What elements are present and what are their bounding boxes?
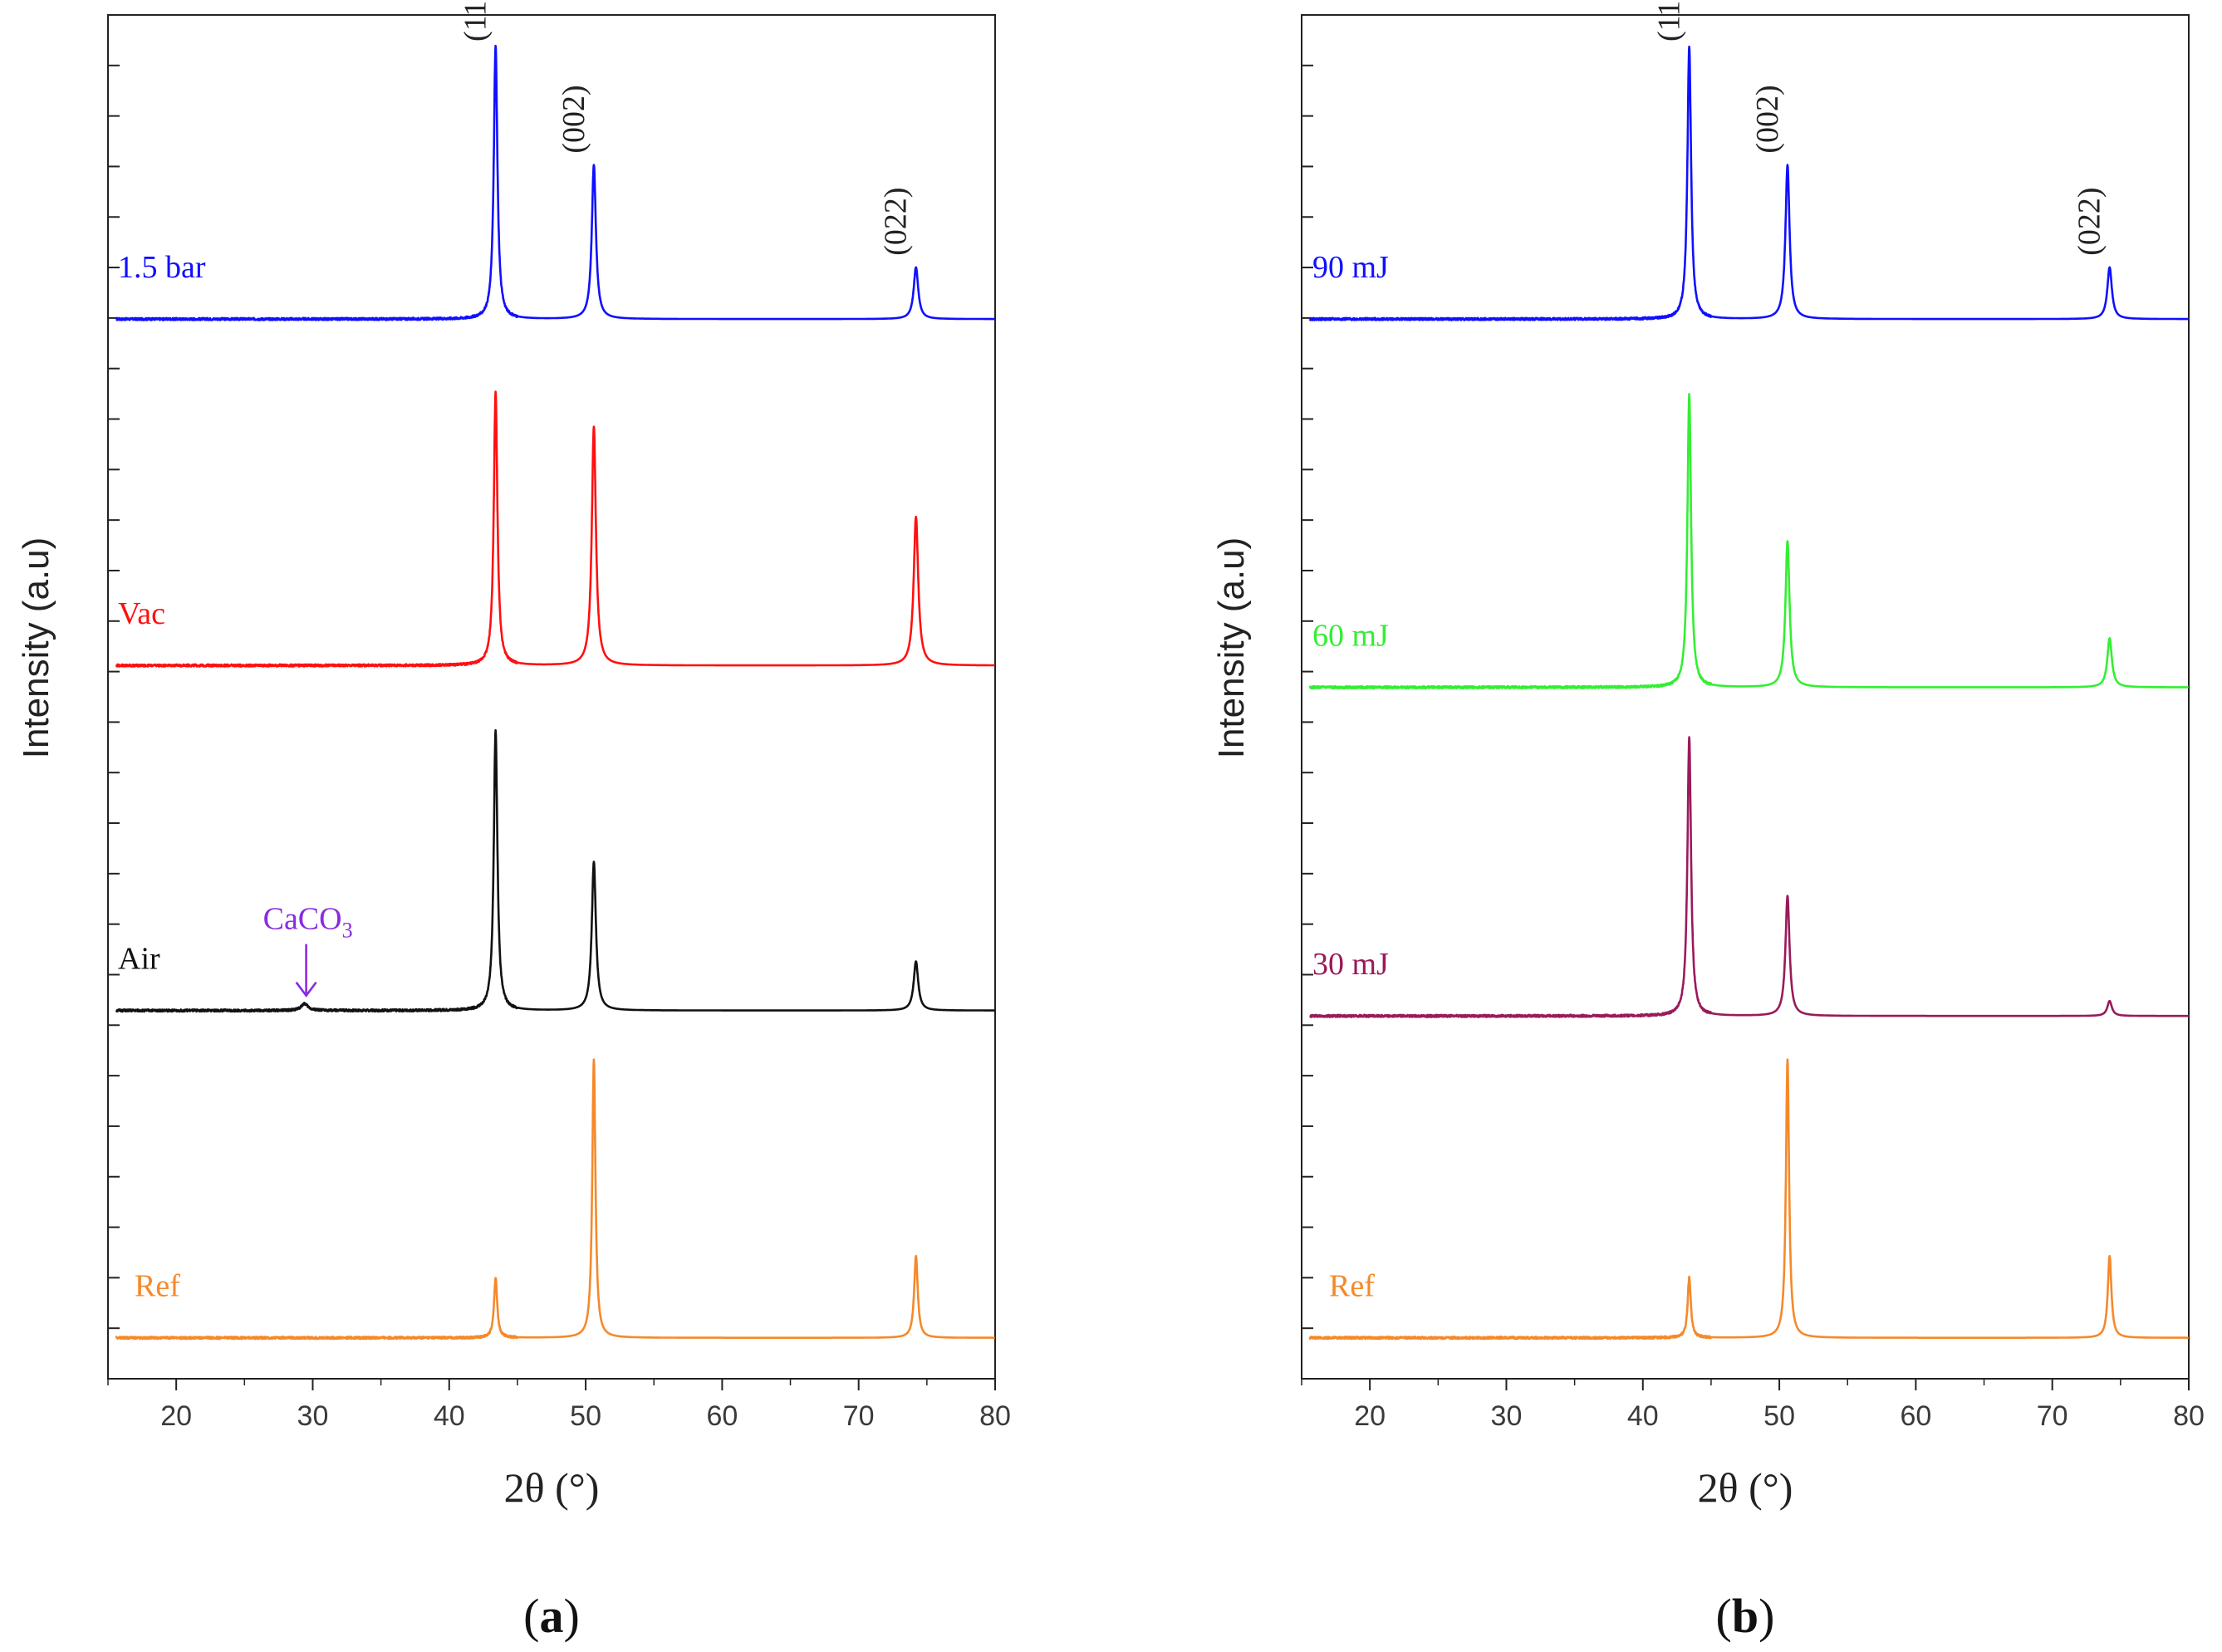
plot-frame [1301,14,2190,1380]
series-30-mj: 30 mJ [1308,736,2190,1018]
series-label: Ref [1329,1269,1375,1304]
x-tick-label: 70 [843,1400,875,1432]
peak-label: (111) [1652,0,1687,42]
series-ref: Ref [1308,1058,2190,1341]
x-tick-label: 40 [434,1400,465,1432]
x-tick-label: 60 [1900,1400,1931,1432]
series-ref: Ref [115,1058,996,1341]
x-tick-label: 40 [1627,1400,1659,1432]
peak-labels: (111) (002) (022) [459,0,914,256]
series-label: Ref [135,1269,180,1304]
series-vac: Vac [115,390,996,668]
x-tick-label: 30 [297,1400,329,1432]
series-label: 60 mJ [1312,619,1389,654]
series-label: Vac [118,596,165,631]
series-label: 1.5 bar [118,250,206,285]
x-tick-label: 30 [1491,1400,1523,1432]
x-tick-label: 20 [160,1400,192,1432]
x-tick-label: 80 [2173,1400,2205,1432]
series-line [115,44,996,321]
x-axis: 20 30 40 50 60 70 80 [107,1379,1011,1432]
series-label: 30 mJ [1312,947,1389,982]
caco3-annotation: CaCO3 [263,902,353,998]
arrow-head [295,981,317,998]
y-ticks [1302,64,1313,1330]
series-line [1308,392,2190,690]
series-line [115,728,996,1013]
y-ticks [108,64,120,1330]
peak-label: (111) [459,0,493,42]
x-tick-label: 50 [1763,1400,1795,1432]
y-axis-title: Intensity (a.u) [1211,537,1252,759]
series-90-mj: 90 mJ [1308,45,2190,321]
x-axis-title: 2θ (°) [1698,1464,1793,1511]
x-tick-label: 70 [2037,1400,2068,1432]
series-label: Air [118,942,160,977]
panel-label: (b) [1716,1589,1775,1643]
x-tick-label: 60 [706,1400,738,1432]
x-axis-title: 2θ (°) [504,1464,600,1511]
series-line [115,390,996,668]
annotation-label: CaCO3 [263,902,353,943]
series-line [1308,736,2190,1018]
peak-label: (022) [2072,187,2107,255]
peak-labels: (111) (002) (022) [1652,0,2107,256]
series-line [1308,1058,2190,1341]
y-axis-title: Intensity (a.u) [16,537,56,759]
series-line [115,1058,996,1341]
x-axis: 20 30 40 50 60 70 80 [1301,1379,2205,1432]
series-line [1308,45,2190,321]
peak-label: (002) [1750,85,1785,153]
peak-label: (022) [879,187,914,255]
series-60-mj: 60 mJ [1308,392,2190,690]
series-15-bar: 1.5 bar [115,44,996,321]
series-air: Air [115,728,996,1013]
x-tick-label: 20 [1354,1400,1386,1432]
panel-b: 20 30 40 50 60 70 80 2θ (°) Intensity (a.u) (b) 90… [1211,0,2205,1643]
series-label: 90 mJ [1312,250,1389,285]
peak-label: (002) [557,85,591,153]
plot-frame [107,14,996,1380]
panel-a: 20 30 40 50 60 70 80 2θ (°) Intensity (a.u) (a) 1.… [16,0,1011,1643]
x-tick-label: 50 [570,1400,601,1432]
panel-label: (a) [523,1589,580,1643]
x-tick-label: 80 [979,1400,1011,1432]
